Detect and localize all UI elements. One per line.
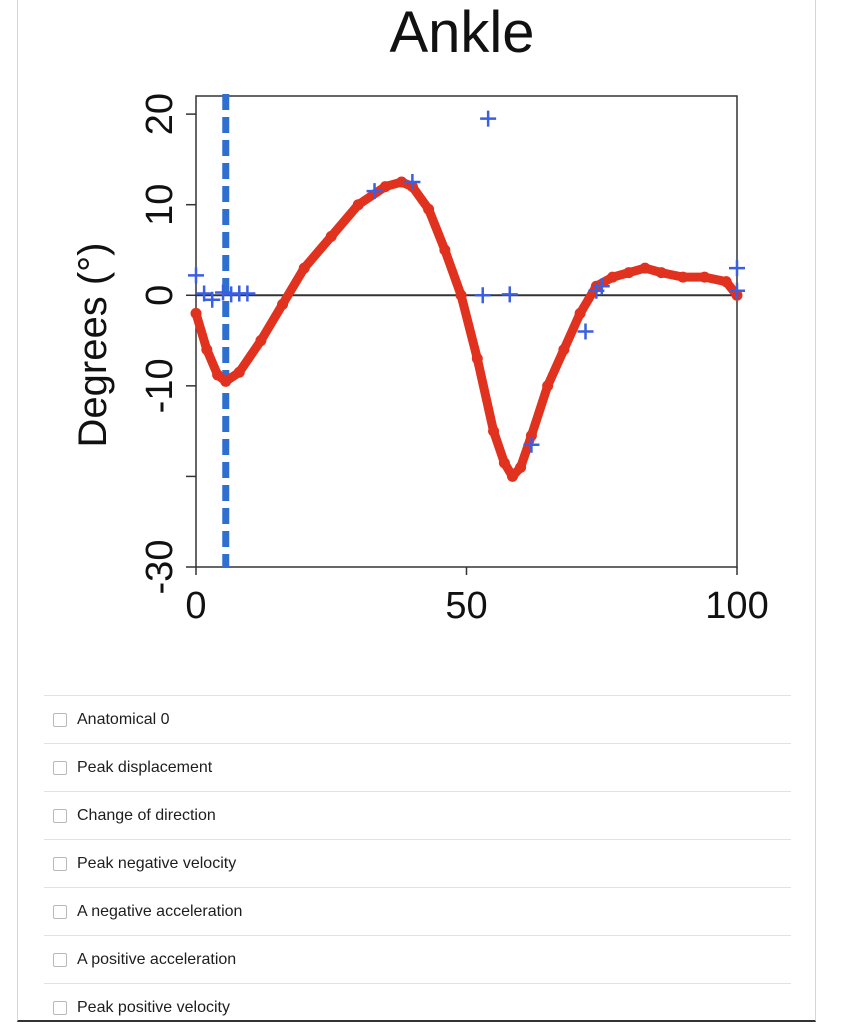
red-curve-point: [379, 181, 391, 193]
red-curve-point: [201, 344, 213, 356]
blue-marker: [239, 285, 256, 302]
content-frame: [17, 0, 816, 1022]
option-label: A positive acceleration: [77, 950, 237, 968]
red-curve-point: [471, 353, 483, 365]
red-curve-point: [488, 425, 500, 437]
red-curve-point: [506, 470, 518, 482]
red-curve-point: [655, 267, 667, 279]
option-checkbox[interactable]: [53, 904, 67, 919]
option-label: Anatomical 0: [77, 710, 170, 728]
blue-marker: [404, 174, 421, 191]
blue-marker: [577, 323, 594, 340]
red-curve-point: [542, 380, 554, 392]
red-curve-point: [190, 307, 202, 319]
red-curve-point: [277, 298, 289, 310]
option-checkbox[interactable]: [53, 808, 67, 823]
option-label: A negative acceleration: [77, 902, 243, 920]
red-curve-point: [607, 271, 619, 283]
y-tick-label: 0: [139, 285, 181, 306]
red-curve-point: [298, 262, 310, 274]
option-peak-displacement[interactable]: Peak displacement: [44, 743, 791, 791]
blue-marker: [196, 285, 213, 302]
blue-marker: [523, 436, 540, 453]
option-peak-negative-velocity[interactable]: Peak negative velocity: [44, 839, 791, 887]
red-curve-point: [396, 176, 408, 188]
red-curve-point: [623, 267, 635, 279]
option-label: Change of direction: [77, 806, 216, 824]
blue-marker: [729, 260, 745, 277]
blue-marker: [593, 278, 610, 295]
red-curve-point: [423, 203, 435, 215]
red-curve-point: [233, 366, 245, 378]
blue-marker: [480, 110, 497, 127]
red-curve-point: [677, 271, 689, 283]
red-curve-point: [439, 244, 451, 256]
red-curve-point: [525, 430, 537, 442]
red-curve-point: [220, 375, 232, 387]
y-tick-label: 10: [139, 184, 181, 226]
red-curve-point: [255, 335, 267, 347]
red-curve-line: [191, 177, 742, 481]
option-negative-acceleration[interactable]: A negative acceleration: [44, 887, 791, 935]
option-label: Peak positive velocity: [77, 998, 230, 1016]
blue-marker: [366, 183, 383, 200]
option-checkbox[interactable]: [53, 1000, 67, 1015]
y-tick-label: -30: [139, 540, 181, 595]
chart-title: Ankle: [389, 0, 534, 65]
red-curve-point: [325, 230, 337, 242]
option-checkbox[interactable]: [53, 952, 67, 967]
x-tick-label: 100: [705, 585, 768, 627]
red-curve-point: [639, 262, 651, 274]
x-tick-label: 0: [185, 585, 206, 627]
blue-marker: [729, 282, 745, 299]
option-label: Peak displacement: [77, 758, 213, 776]
blue-marker: [188, 267, 204, 284]
blue-marker: [501, 286, 518, 303]
red-curve-point: [558, 344, 570, 356]
option-checkbox[interactable]: [53, 712, 67, 727]
blue-marker: [474, 287, 491, 304]
option-checkbox[interactable]: [53, 760, 67, 775]
red-curve-point: [352, 199, 364, 211]
red-curve-point: [720, 276, 732, 288]
blue-marker: [204, 291, 221, 308]
y-tick-label: -10: [139, 358, 181, 413]
red-curve-point: [699, 271, 711, 283]
option-label: Peak negative velocity: [77, 854, 237, 872]
y-tick-label: 20: [139, 93, 181, 135]
answer-options: Anatomical 0 Peak displacement Change of…: [44, 695, 791, 1031]
y-axis-label: Degrees (°): [71, 243, 115, 448]
red-curve-point: [212, 369, 224, 381]
option-positive-acceleration[interactable]: A positive acceleration: [44, 935, 791, 983]
option-change-of-direction[interactable]: Change of direction: [44, 791, 791, 839]
option-anatomical-0[interactable]: Anatomical 0: [44, 695, 791, 743]
red-curve-point: [515, 461, 527, 473]
blue-marker: [215, 284, 232, 301]
option-peak-positive-velocity[interactable]: Peak positive velocity: [44, 983, 791, 1031]
red-curve-point: [574, 307, 586, 319]
red-curve-point: [455, 289, 467, 301]
x-tick-label: 50: [445, 585, 487, 627]
option-checkbox[interactable]: [53, 856, 67, 871]
red-curve-point: [498, 457, 510, 469]
